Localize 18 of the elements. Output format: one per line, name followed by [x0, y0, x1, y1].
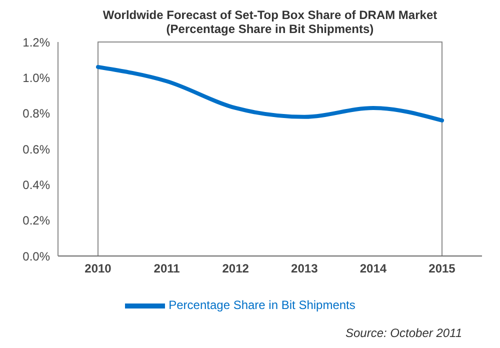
y-tick-label: 0.8% [22, 106, 50, 121]
legend-label: Percentage Share in Bit Shipments [168, 298, 356, 312]
x-tick-label: 2013 [291, 262, 318, 276]
x-tick-label: 2012 [222, 262, 250, 276]
line-series [96, 64, 444, 122]
y-tick-label: 0.2% [22, 214, 50, 228]
y-tick-label: 0.6% [22, 142, 50, 156]
y-tick-label: 1.0% [22, 70, 50, 85]
x-tick-label: 2015 [428, 262, 456, 276]
chart-title: Worldwide Forecast of Set-Top Box Share of DRAM Market [102, 8, 438, 22]
y-tick-label: 0.4% [22, 178, 50, 192]
y-tick-label: 1.2% [22, 35, 50, 50]
chart-subtitle: (Percentage Share in Bit Shipments) [165, 22, 375, 36]
x-tick-label: 2010 [84, 262, 112, 276]
x-tick-label: 2014 [360, 262, 387, 276]
source-note: Source: October 2011 [344, 326, 463, 340]
x-tick-label: 2011 [154, 262, 180, 276]
y-tick-label: 0.0% [22, 249, 50, 264]
